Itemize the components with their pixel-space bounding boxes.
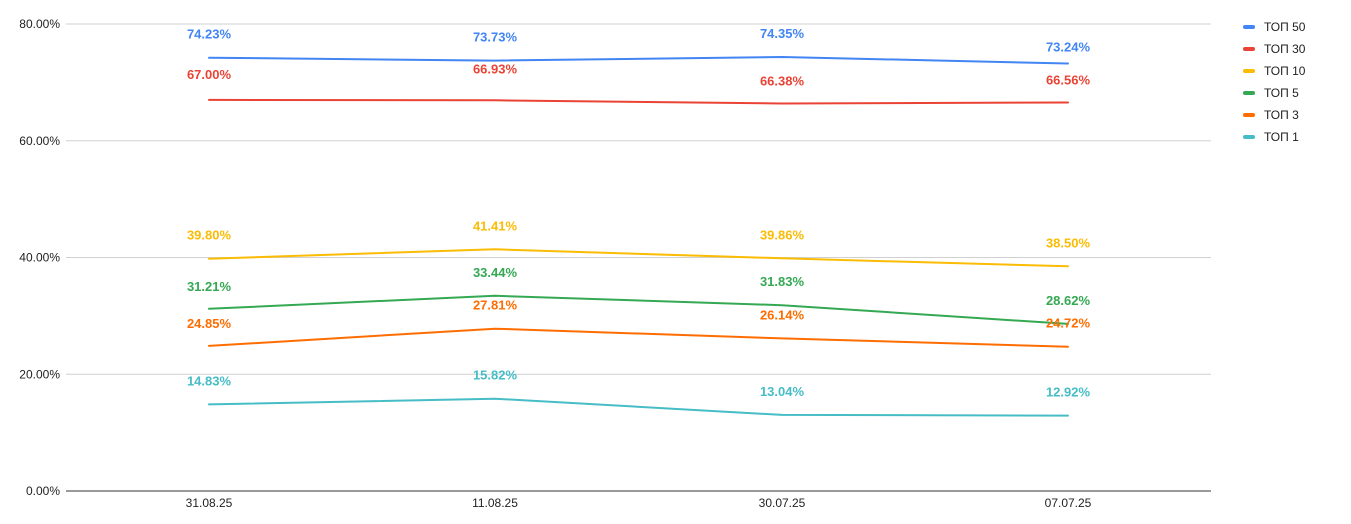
y-tick-label: 0.00% — [26, 484, 60, 498]
data-label: 14.83% — [187, 373, 232, 388]
legend-label: ТОП 5 — [1264, 86, 1299, 100]
series-line — [208, 397, 1069, 417]
legend-swatch — [1243, 25, 1255, 29]
legend-item: ТОП 30 — [1243, 38, 1305, 60]
data-label: 73.24% — [1046, 39, 1091, 54]
legend: ТОП 50 ТОП 30 ТОП 10 ТОП 5 ТОП 3 ТОП 1 — [1243, 16, 1305, 148]
y-tick-label: 60.00% — [19, 134, 60, 148]
data-label: 39.86% — [760, 227, 805, 242]
data-label: 74.35% — [760, 26, 805, 41]
series-line — [208, 56, 1069, 65]
legend-item: ТОП 50 — [1243, 16, 1305, 38]
x-tick-label: 07.07.25 — [1045, 496, 1092, 510]
legend-item: ТОП 5 — [1243, 82, 1305, 104]
data-label: 26.14% — [760, 307, 805, 322]
legend-item: ТОП 1 — [1243, 126, 1305, 148]
legend-swatch — [1243, 113, 1255, 117]
data-label: 38.50% — [1046, 235, 1091, 250]
y-tick-label: 40.00% — [19, 251, 60, 265]
data-label: 66.56% — [1046, 72, 1091, 87]
data-label: 31.21% — [187, 279, 232, 294]
legend-label: ТОП 30 — [1264, 42, 1306, 56]
data-label: 27.81% — [473, 298, 518, 313]
data-label: 66.38% — [760, 74, 805, 89]
y-tick-label: 20.00% — [19, 367, 60, 381]
legend-swatch — [1243, 69, 1255, 73]
series-line — [208, 327, 1069, 348]
y-tick-label: 80.00% — [19, 17, 60, 31]
legend-item: ТОП 3 — [1243, 104, 1305, 126]
data-label: 41.41% — [473, 218, 518, 233]
series-line — [208, 294, 1069, 325]
data-label: 74.23% — [187, 27, 232, 42]
legend-label: ТОП 50 — [1264, 20, 1306, 34]
series-line — [208, 248, 1069, 268]
legend-item: ТОП 10 — [1243, 60, 1305, 82]
data-label: 13.04% — [760, 384, 805, 399]
legend-label: ТОП 10 — [1264, 64, 1306, 78]
data-label: 24.85% — [187, 316, 232, 331]
x-tick-label: 11.08.25 — [472, 496, 518, 510]
data-label: 73.73% — [473, 30, 518, 45]
data-label: 24.72% — [1046, 316, 1091, 331]
data-label: 66.93% — [473, 61, 518, 76]
data-label: 28.62% — [1046, 293, 1091, 308]
data-label: 31.83% — [760, 274, 805, 289]
data-label: 33.44% — [473, 265, 518, 280]
legend-label: ТОП 1 — [1264, 130, 1299, 144]
series-line — [208, 98, 1069, 105]
legend-swatch — [1243, 91, 1255, 95]
data-label: 67.00% — [187, 67, 232, 82]
data-label: 15.82% — [473, 368, 518, 383]
x-tick-label: 31.08.25 — [186, 496, 233, 510]
data-label: 12.92% — [1046, 385, 1091, 400]
legend-swatch — [1243, 47, 1255, 51]
legend-swatch — [1243, 135, 1255, 139]
data-label: 39.80% — [187, 228, 232, 243]
legend-label: ТОП 3 — [1264, 108, 1299, 122]
x-tick-label: 30.07.25 — [759, 496, 806, 510]
